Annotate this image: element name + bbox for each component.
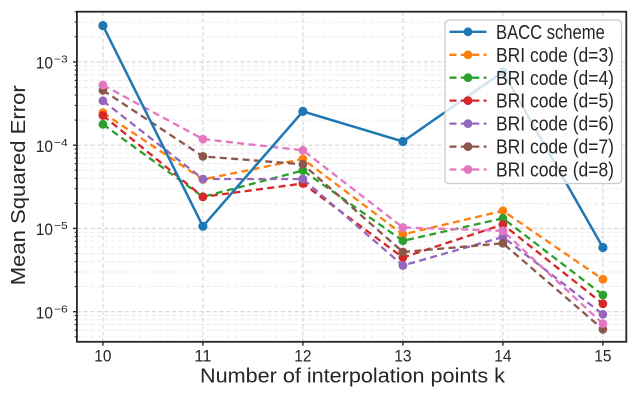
svg-text:14: 14 — [494, 346, 511, 365]
svg-text:BACC scheme: BACC scheme — [496, 21, 605, 44]
svg-text:−4: −4 — [54, 137, 68, 149]
svg-text:10: 10 — [36, 54, 53, 73]
svg-text:BRI code (d=4): BRI code (d=4) — [496, 67, 614, 90]
svg-text:12: 12 — [294, 346, 311, 365]
svg-text:10: 10 — [36, 303, 53, 322]
svg-text:13: 13 — [394, 346, 411, 365]
svg-text:10: 10 — [36, 220, 53, 239]
svg-text:Number of interpolation points: Number of interpolation points k — [200, 365, 505, 387]
svg-text:−6: −6 — [54, 304, 68, 316]
svg-text:11: 11 — [194, 346, 211, 365]
svg-text:10: 10 — [94, 346, 111, 365]
svg-text:BRI code (d=6): BRI code (d=6) — [496, 113, 614, 136]
svg-text:BRI code (d=5): BRI code (d=5) — [496, 90, 614, 113]
svg-text:BRI code (d=3): BRI code (d=3) — [496, 44, 614, 67]
svg-text:BRI code (d=8): BRI code (d=8) — [496, 159, 614, 182]
svg-text:−3: −3 — [54, 54, 68, 66]
svg-text:BRI code (d=7): BRI code (d=7) — [496, 136, 614, 159]
svg-text:Mean Squared Error: Mean Squared Error — [8, 85, 30, 285]
svg-text:−5: −5 — [54, 220, 68, 232]
svg-text:10: 10 — [36, 137, 53, 156]
svg-text:15: 15 — [594, 346, 611, 365]
